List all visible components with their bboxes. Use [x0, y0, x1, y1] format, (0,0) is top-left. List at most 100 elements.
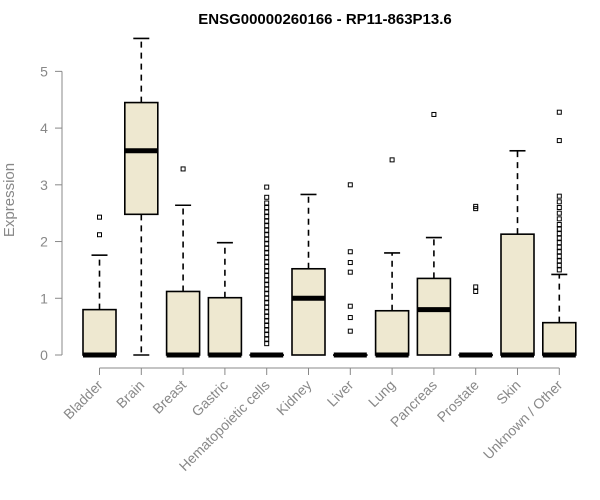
outlier-point	[264, 259, 270, 265]
outlier-point	[264, 254, 270, 260]
box-iqr	[374, 309, 410, 356]
outlier-point	[264, 250, 270, 256]
box-iqr	[500, 233, 535, 356]
outlier-point	[264, 227, 270, 233]
outlier-point	[556, 109, 562, 115]
outlier-point	[347, 260, 353, 266]
outlier-point	[264, 264, 270, 270]
outlier-point	[264, 282, 270, 288]
x-tick-label: Liver	[324, 377, 357, 410]
outlier-point	[264, 341, 270, 347]
outlier-point	[264, 209, 270, 215]
x-tick-label: Breast	[149, 377, 189, 417]
outlier-point	[473, 288, 479, 294]
outlier-point	[431, 111, 437, 117]
outlier-point	[264, 300, 270, 306]
outlier-point	[556, 210, 562, 216]
box-group	[500, 149, 535, 358]
outlier-point	[264, 295, 270, 301]
outlier-point	[556, 253, 562, 259]
box-iqr	[165, 290, 201, 356]
box-group	[124, 37, 159, 356]
box-group	[332, 182, 368, 358]
outlier-point	[389, 157, 395, 163]
outlier-point	[347, 303, 353, 309]
outlier-point	[473, 284, 479, 290]
outlier-point	[264, 318, 270, 324]
outlier-point	[347, 249, 353, 255]
outlier-point	[264, 304, 270, 310]
box-iqr	[416, 277, 452, 356]
box-iqr	[291, 267, 326, 356]
box-group	[541, 109, 577, 358]
outlier-point	[347, 328, 353, 334]
x-tick-label: Unknown / Other	[480, 377, 566, 463]
outlier-point	[347, 315, 353, 321]
outlier-point	[264, 241, 270, 247]
outlier-point	[556, 205, 562, 211]
y-tick-label: 0	[40, 347, 48, 363]
box-group	[165, 166, 201, 358]
outlier-point	[97, 214, 102, 220]
box-iqr	[124, 101, 159, 216]
box-iqr	[82, 308, 117, 356]
outlier-point	[264, 332, 270, 338]
outlier-point	[264, 214, 270, 220]
outlier-point	[264, 184, 270, 190]
x-tick-label: Bladder	[60, 377, 106, 423]
x-tick-label: Lung	[365, 377, 398, 410]
y-axis: 0 1 2 3 4 5	[40, 63, 63, 363]
outlier-point	[97, 232, 102, 238]
y-tick-label: 4	[40, 120, 48, 136]
outlier-point	[264, 273, 270, 279]
outlier-point	[180, 166, 186, 172]
outlier-point	[264, 323, 270, 329]
outlier-point	[556, 235, 562, 241]
outlier-point	[264, 223, 270, 229]
x-tick-label: Kidney	[273, 377, 315, 419]
y-axis-label: Expression	[1, 163, 18, 237]
outlier-point	[264, 200, 270, 206]
box-group	[82, 214, 117, 358]
outlier-point	[264, 236, 270, 242]
outlier-point	[556, 240, 562, 246]
y-tick-label: 3	[40, 177, 48, 193]
outlier-point	[264, 194, 270, 200]
outlier-point	[556, 193, 562, 199]
box-group	[458, 203, 494, 358]
outlier-point	[264, 245, 270, 251]
outlier-point	[264, 232, 270, 238]
outlier-point	[264, 309, 270, 315]
outlier-point	[556, 258, 562, 264]
boxes-group	[82, 37, 577, 358]
box-group	[374, 157, 410, 358]
outlier-point	[264, 277, 270, 283]
outlier-point	[556, 199, 562, 205]
outlier-point	[264, 286, 270, 292]
box-iqr	[541, 321, 577, 356]
y-tick-label: 1	[40, 290, 48, 306]
y-tick-label: 5	[40, 63, 48, 79]
x-tick-label: Prostate	[434, 377, 482, 425]
outlier-point	[264, 291, 270, 297]
outlier-point	[264, 336, 270, 342]
outlier-point	[347, 182, 353, 188]
outlier-point	[264, 268, 270, 274]
outlier-point	[556, 267, 562, 273]
outlier-point	[264, 218, 270, 224]
box-group	[249, 184, 284, 358]
outlier-point	[556, 244, 562, 250]
outlier-point	[556, 249, 562, 255]
box-iqr	[207, 296, 243, 356]
outlier-point	[556, 226, 562, 232]
outlier-point	[556, 231, 562, 237]
outlier-point	[264, 205, 270, 211]
x-tick-label: Skin	[493, 377, 524, 408]
chart-title: ENSG00000260166 - RP11-863P13.6	[198, 11, 452, 28]
outlier-point	[556, 262, 562, 268]
y-tick-label: 2	[40, 234, 48, 250]
outlier-point	[556, 138, 562, 144]
x-tick-label: Brain	[113, 377, 147, 411]
